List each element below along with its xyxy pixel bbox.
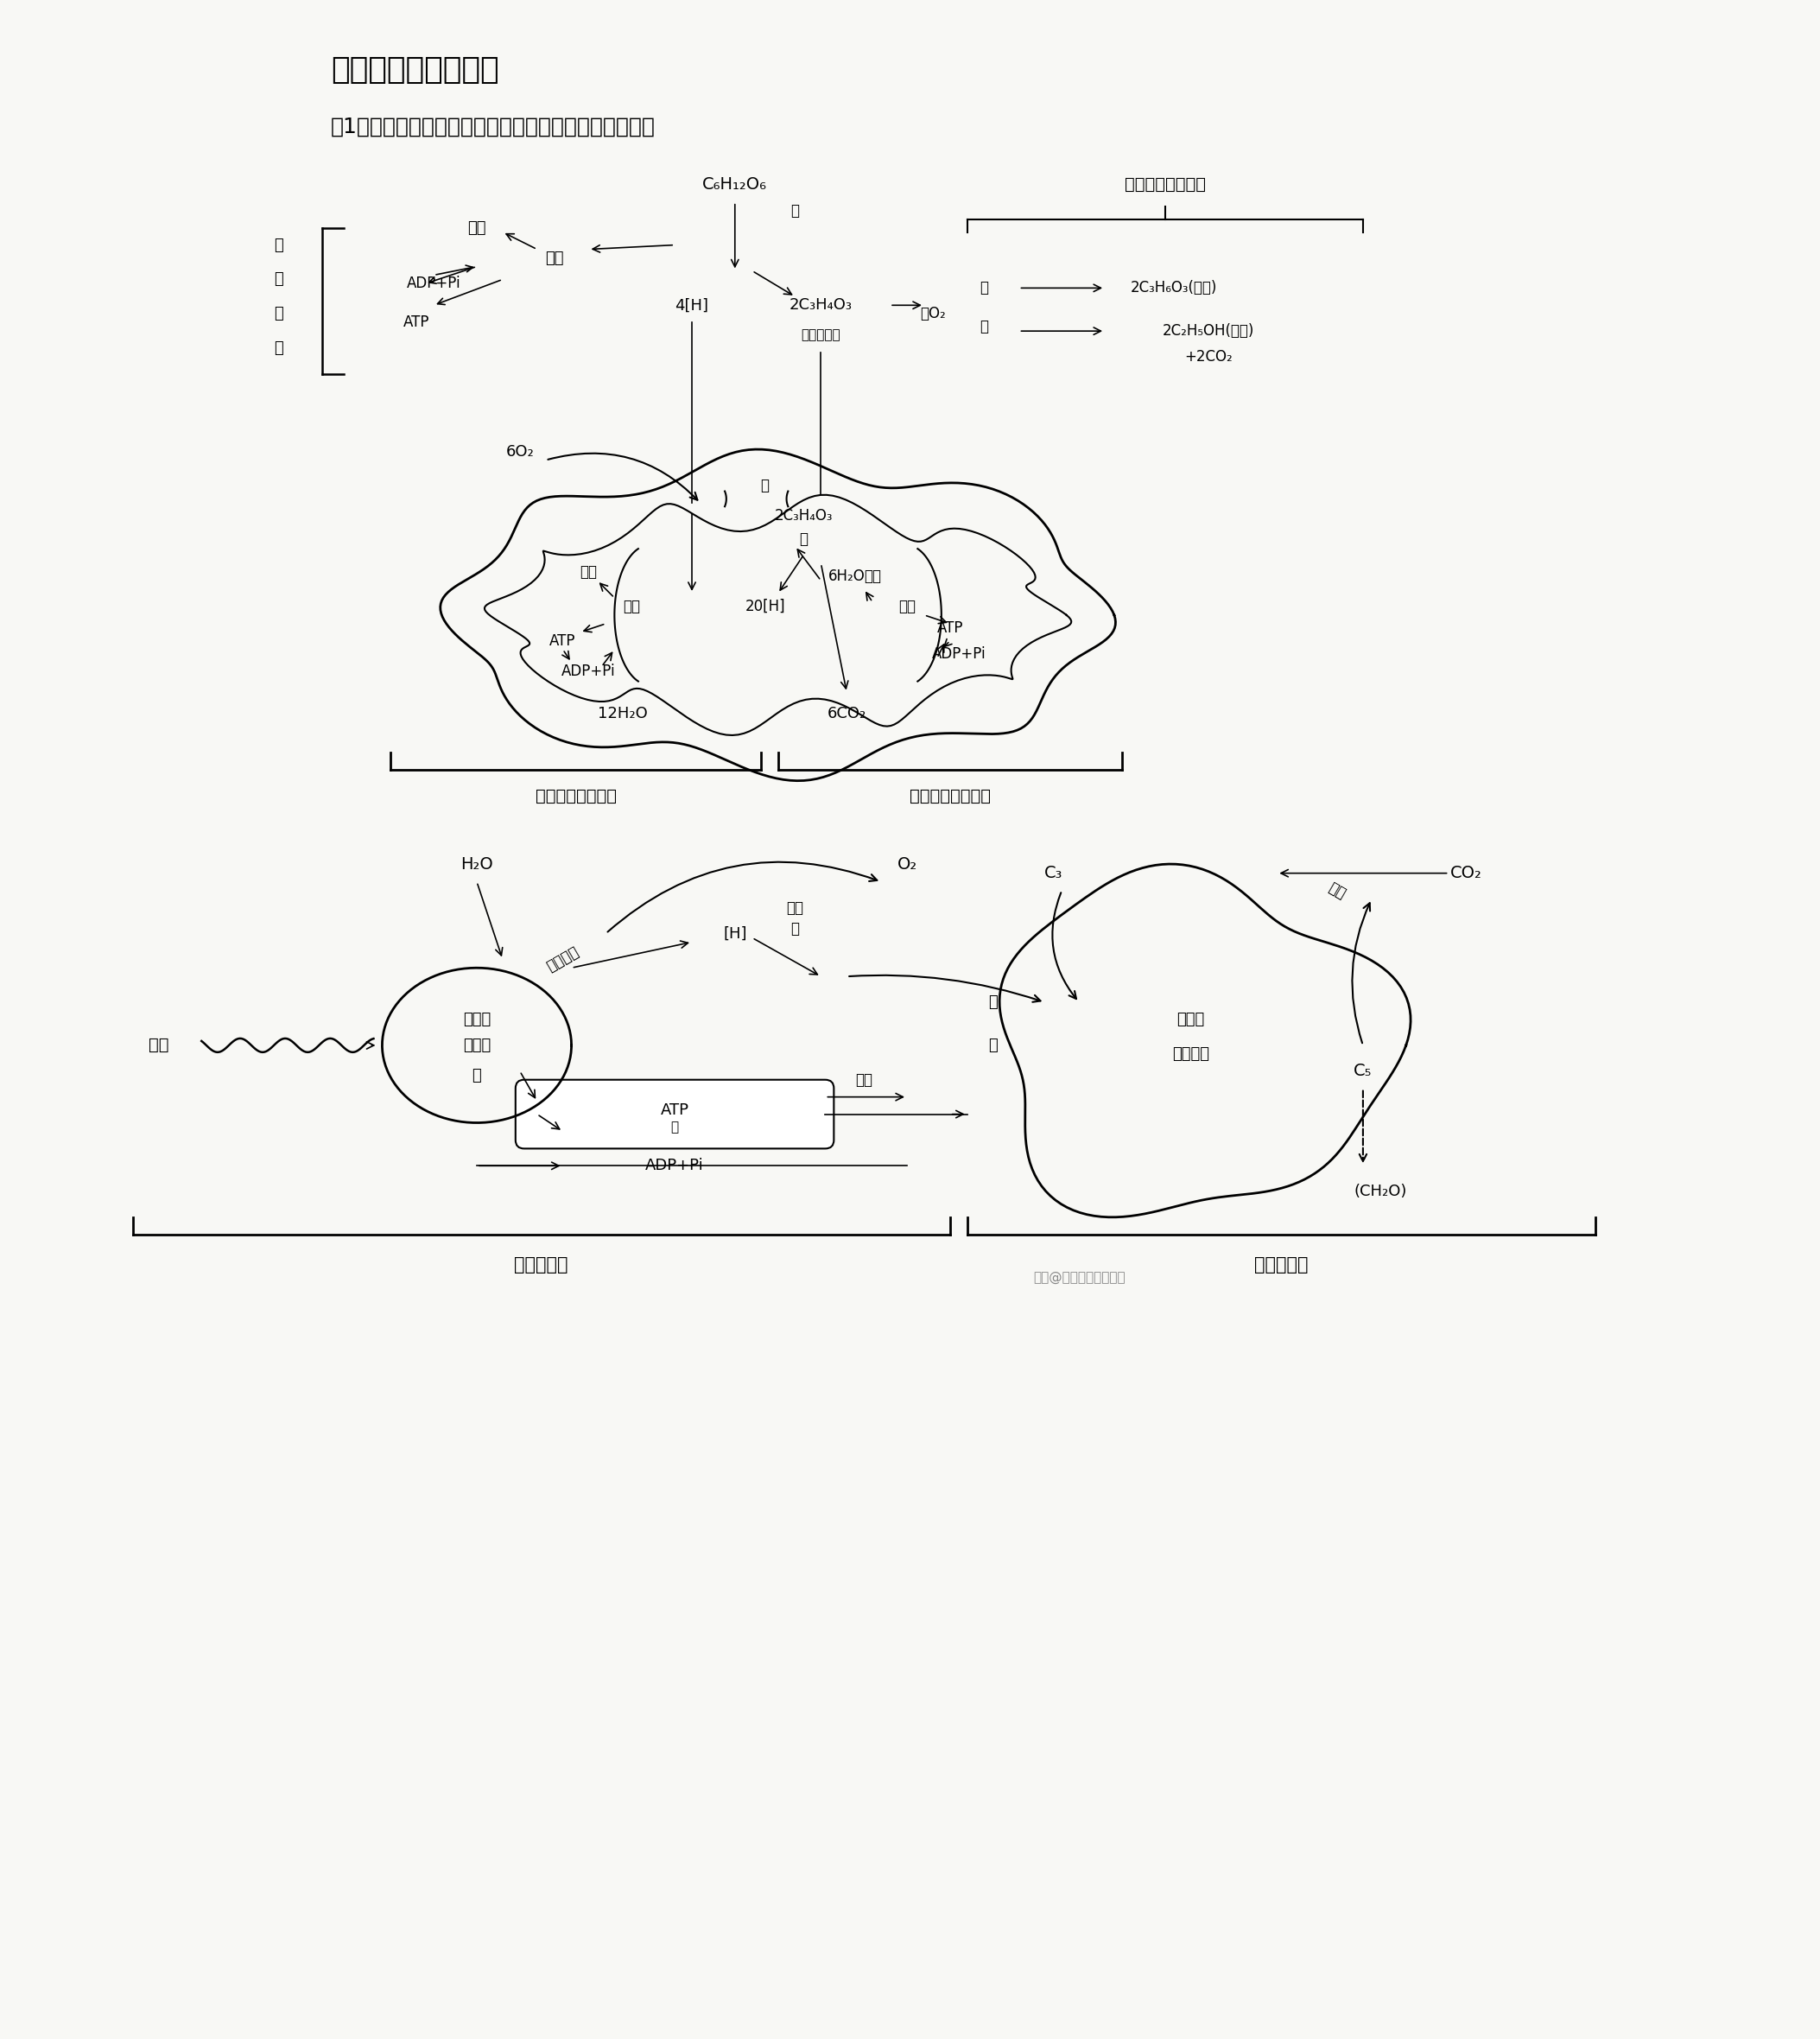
FancyBboxPatch shape xyxy=(515,1081,834,1148)
Text: 能量: 能量 xyxy=(622,599,641,614)
Text: 多种酶: 多种酶 xyxy=(1178,1011,1205,1028)
Text: 能量: 能量 xyxy=(899,599,915,614)
Text: 热能: 热能 xyxy=(468,220,486,237)
Text: 热能: 热能 xyxy=(581,565,597,579)
Text: 2C₃H₆O₃(乳酸): 2C₃H₆O₃(乳酸) xyxy=(1130,279,1218,296)
Text: 参加催化: 参加催化 xyxy=(1172,1046,1210,1062)
Text: 供氢: 供氢 xyxy=(786,899,804,916)
Text: ADP+Pi: ADP+Pi xyxy=(562,663,615,679)
Text: 中的色: 中的色 xyxy=(462,1038,491,1052)
Text: 光反应阶段: 光反应阶段 xyxy=(515,1256,568,1274)
Text: 6O₂: 6O₂ xyxy=(506,445,533,459)
Text: 细胞呼吸与光合作用: 细胞呼吸与光合作用 xyxy=(331,55,499,86)
Text: C₆H₁₂O₆: C₆H₁₂O₆ xyxy=(703,177,768,194)
Text: 2C₃H₄O₃: 2C₃H₄O₃ xyxy=(790,298,852,314)
Text: ATP: ATP xyxy=(661,1103,690,1117)
Text: 酶: 酶 xyxy=(761,479,770,493)
Text: 光能: 光能 xyxy=(147,1038,169,1054)
Text: 有氧呼吸第三阶段: 有氧呼吸第三阶段 xyxy=(535,787,617,803)
Text: (CH₂O): (CH₂O) xyxy=(1354,1185,1407,1199)
Text: 一: 一 xyxy=(275,271,284,287)
Text: 水的光解: 水的光解 xyxy=(544,944,582,975)
Text: 能量: 能量 xyxy=(544,251,564,265)
Text: 6CO₂: 6CO₂ xyxy=(828,705,866,722)
Text: （1）细胞呼吸和光合作用过程中的能量代谢与物质代谢: （1）细胞呼吸和光合作用过程中的能量代谢与物质代谢 xyxy=(331,116,655,137)
Text: CO₂: CO₂ xyxy=(1451,865,1481,881)
Text: C₅: C₅ xyxy=(1354,1062,1372,1079)
Text: （丙酮酸）: （丙酮酸） xyxy=(801,328,841,343)
Text: 供能: 供能 xyxy=(855,1073,872,1087)
Text: 酶: 酶 xyxy=(981,318,988,334)
Text: H₂O: H₂O xyxy=(460,856,493,873)
Text: 知乎@智晟优秀少先队员: 知乎@智晟优秀少先队员 xyxy=(1034,1270,1125,1285)
Text: O₂: O₂ xyxy=(897,856,917,873)
Text: [H]: [H] xyxy=(723,926,746,942)
Text: 2C₂H₅OH(酒精): 2C₂H₅OH(酒精) xyxy=(1163,324,1254,338)
Text: 酶: 酶 xyxy=(981,279,988,296)
Text: 无氧呼吸第二阶段: 无氧呼吸第二阶段 xyxy=(1125,177,1205,194)
Text: 第: 第 xyxy=(275,237,284,253)
Text: 6H₂O: 6H₂O xyxy=(828,569,864,583)
Text: 阶: 阶 xyxy=(275,306,284,322)
Text: 酶: 酶 xyxy=(672,1121,679,1134)
Text: 酶: 酶 xyxy=(792,202,799,218)
Text: ATP: ATP xyxy=(937,620,963,636)
Text: +2CO₂: +2CO₂ xyxy=(1185,349,1232,365)
Text: 无O₂: 无O₂ xyxy=(919,306,946,322)
Text: 热能: 热能 xyxy=(864,569,881,583)
Text: 叶绿体: 叶绿体 xyxy=(462,1011,491,1028)
Text: 酶: 酶 xyxy=(792,922,799,936)
Text: C₃: C₃ xyxy=(1045,865,1063,881)
Text: ATP: ATP xyxy=(404,314,430,330)
Text: 4[H]: 4[H] xyxy=(675,298,708,314)
Text: ADP+Pi: ADP+Pi xyxy=(406,275,460,292)
Text: 暗反应阶段: 暗反应阶段 xyxy=(1254,1256,1309,1274)
Text: 有氧呼吸第二阶段: 有氧呼吸第二阶段 xyxy=(910,787,990,803)
Text: ATP: ATP xyxy=(550,632,575,648)
Text: 固定: 固定 xyxy=(1325,879,1349,901)
Text: 素: 素 xyxy=(471,1068,482,1083)
Text: 12H₂O: 12H₂O xyxy=(599,705,648,722)
Text: 2C₃H₄O₃: 2C₃H₄O₃ xyxy=(775,508,834,524)
Text: 还: 还 xyxy=(988,995,997,1009)
Text: 酶: 酶 xyxy=(799,532,808,546)
Text: 20[H]: 20[H] xyxy=(744,599,784,614)
Text: 段: 段 xyxy=(275,341,284,357)
Text: ADP+Pi: ADP+Pi xyxy=(932,646,986,661)
Text: 原: 原 xyxy=(988,1038,997,1052)
Text: ADP+Pi: ADP+Pi xyxy=(646,1158,704,1174)
